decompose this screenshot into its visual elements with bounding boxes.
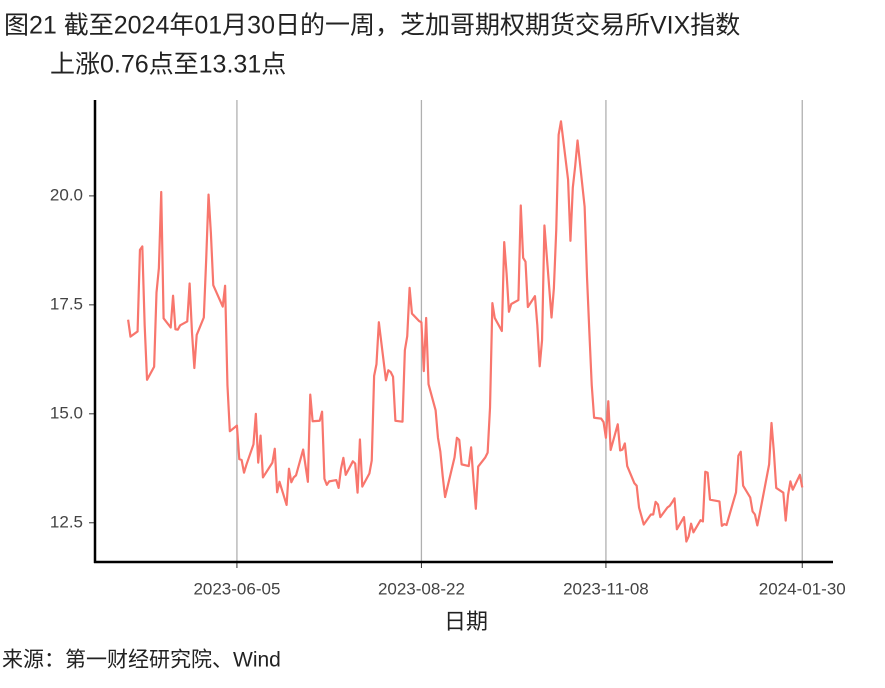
x-tick-label: 2023-11-08 [563,579,649,598]
y-tick-label: 20.0 [50,185,83,204]
x-axis-label: 日期 [444,609,488,634]
source-note: 来源：第一财经研究院、Wind [2,649,281,672]
y-tick-label: 12.5 [50,512,83,531]
y-tick-label: 17.5 [50,294,83,313]
chart-title: 图21 截至2024年01月30日的一周，芝加哥期权期货交易所VIX指数 [4,12,740,40]
x-tick-label: 2024-01-30 [759,579,846,598]
data-line [127,120,804,543]
x-tick-label: 2023-06-05 [193,579,280,598]
y-tick-label: 15.0 [50,403,83,422]
x-tick-label: 2023-08-22 [378,579,465,598]
chart-title: 上涨0.76点至13.31点 [50,51,286,79]
